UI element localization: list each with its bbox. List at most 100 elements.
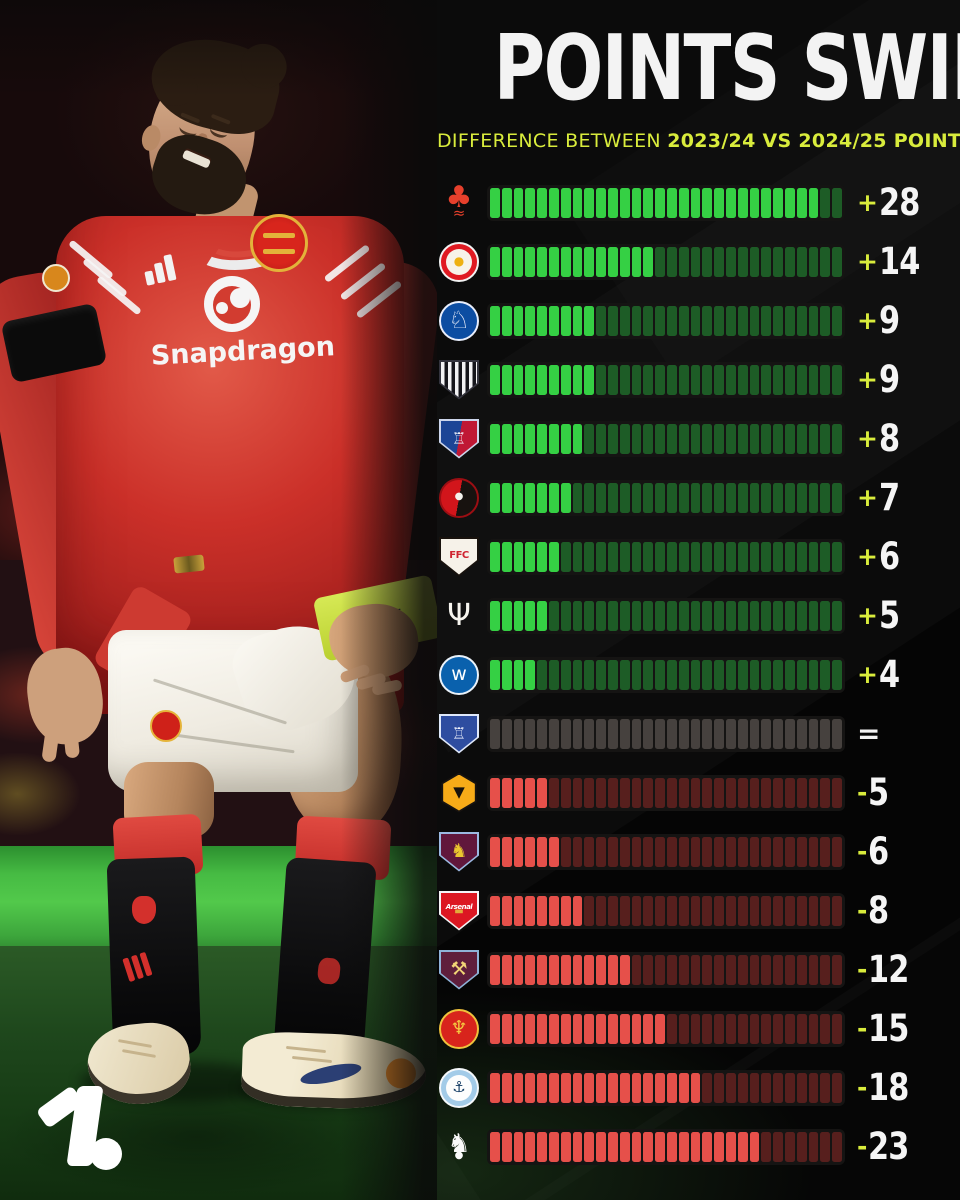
bar-segment — [761, 364, 772, 395]
bar-segment — [513, 836, 524, 867]
points-swing-bar — [487, 892, 845, 929]
points-swing-bar — [487, 420, 845, 457]
bar-segment — [525, 718, 536, 749]
bar-segment — [572, 364, 583, 395]
bar-segment — [619, 659, 630, 690]
points-swing-value: -18 — [857, 1069, 918, 1106]
bar-segment — [666, 718, 677, 749]
bar-segment — [513, 187, 524, 218]
team-row-brighton: w +4 — [437, 645, 957, 704]
bar-segment — [525, 364, 536, 395]
bar-segment — [596, 600, 606, 631]
value-sign: - — [857, 1132, 868, 1161]
bar-segment — [714, 836, 724, 867]
bar-segment — [631, 246, 642, 277]
bar-segment — [631, 954, 642, 985]
bar-segment — [820, 895, 831, 926]
bar-segment — [761, 246, 772, 277]
team-row-tottenham-hotspur: ♞ ● -23 — [437, 1117, 957, 1176]
bar-segment — [678, 246, 689, 277]
bar-segment — [572, 246, 583, 277]
bar-segment — [501, 305, 512, 336]
bar-segment — [596, 187, 606, 218]
bar-segment — [832, 541, 842, 572]
bar-segment — [560, 718, 571, 749]
bar-segment — [796, 954, 807, 985]
bar-segment — [596, 364, 606, 395]
bar-segment — [761, 600, 772, 631]
liverpool-crest-icon: Ψ — [447, 597, 471, 633]
bar-segment — [690, 1072, 701, 1103]
afc-bournemouth-crest-icon: ● — [437, 476, 481, 520]
bar-segment — [631, 187, 642, 218]
bar-segment — [490, 541, 500, 572]
bar-segment — [820, 187, 831, 218]
value-sign: + — [857, 247, 878, 276]
team-row-crystal-palace: ♖ +8 — [437, 409, 957, 468]
bar-segment — [796, 423, 807, 454]
points-swing-value: +7 — [857, 479, 904, 516]
bar-segment — [832, 1131, 842, 1162]
team-row-fulham: FFC +6 — [437, 527, 957, 586]
bar-segment — [737, 246, 748, 277]
bar-segment — [690, 482, 701, 513]
bar-segment — [513, 1072, 524, 1103]
bar-segment — [725, 364, 736, 395]
points-swing-bar — [487, 538, 845, 575]
bar-segment — [714, 600, 724, 631]
bar-segment — [737, 1072, 748, 1103]
bar-segment — [643, 1072, 654, 1103]
bar-segment — [513, 954, 524, 985]
chart-header: POINTS SWING DIFFERENCE BETWEEN 2023/24 … — [437, 24, 960, 153]
bar-segment — [773, 305, 783, 336]
bar-segment — [820, 600, 831, 631]
bar-segment — [666, 1131, 677, 1162]
bar-segment — [490, 659, 500, 690]
bar-segment — [548, 423, 559, 454]
bar-segment — [596, 954, 606, 985]
bar-segment — [714, 895, 724, 926]
bar-segment — [572, 1131, 583, 1162]
points-swing-bar — [487, 243, 845, 280]
team-row-manchester-united: ♆ -15 — [437, 999, 957, 1058]
bar-segment — [501, 600, 512, 631]
bar-segment — [560, 187, 571, 218]
bar-segment — [525, 895, 536, 926]
value-sign: + — [857, 306, 878, 335]
team-row-brentford: ● +14 — [437, 232, 957, 291]
bar-segment — [619, 541, 630, 572]
bar-segment — [773, 541, 783, 572]
bar-segment — [537, 600, 547, 631]
tottenham-hotspur-crest-icon: ♞ ● — [447, 1128, 471, 1161]
bar-segment — [725, 659, 736, 690]
bar-segment — [490, 364, 500, 395]
bar-segment — [773, 1072, 783, 1103]
value-sign: + — [857, 542, 878, 571]
bar-segment — [631, 541, 642, 572]
bar-segment — [607, 777, 618, 808]
bar-segment — [749, 1013, 760, 1044]
bar-segment — [490, 305, 500, 336]
bar-segment — [678, 718, 689, 749]
points-swing-value: -5 — [857, 774, 893, 811]
bar-segment — [619, 423, 630, 454]
bar-segment — [666, 954, 677, 985]
bar-segment — [784, 1131, 795, 1162]
bar-segment — [655, 895, 665, 926]
bar-segment — [690, 541, 701, 572]
bar-segment — [832, 1072, 842, 1103]
brighton-crest-icon: w — [437, 653, 481, 697]
bar-segment — [737, 777, 748, 808]
bar-segment — [631, 600, 642, 631]
player-photo: Snapdragon RESPECT — [0, 0, 437, 1200]
fulham-crest-icon: FFC — [437, 535, 481, 579]
bar-segment — [702, 246, 713, 277]
bar-segment — [607, 836, 618, 867]
points-swing-bar — [487, 597, 845, 634]
bar-segment — [548, 1072, 559, 1103]
bar-segment — [666, 246, 677, 277]
bar-segment — [761, 1131, 772, 1162]
bar-segment — [607, 1131, 618, 1162]
bar-segment — [631, 364, 642, 395]
bar-segment — [572, 954, 583, 985]
